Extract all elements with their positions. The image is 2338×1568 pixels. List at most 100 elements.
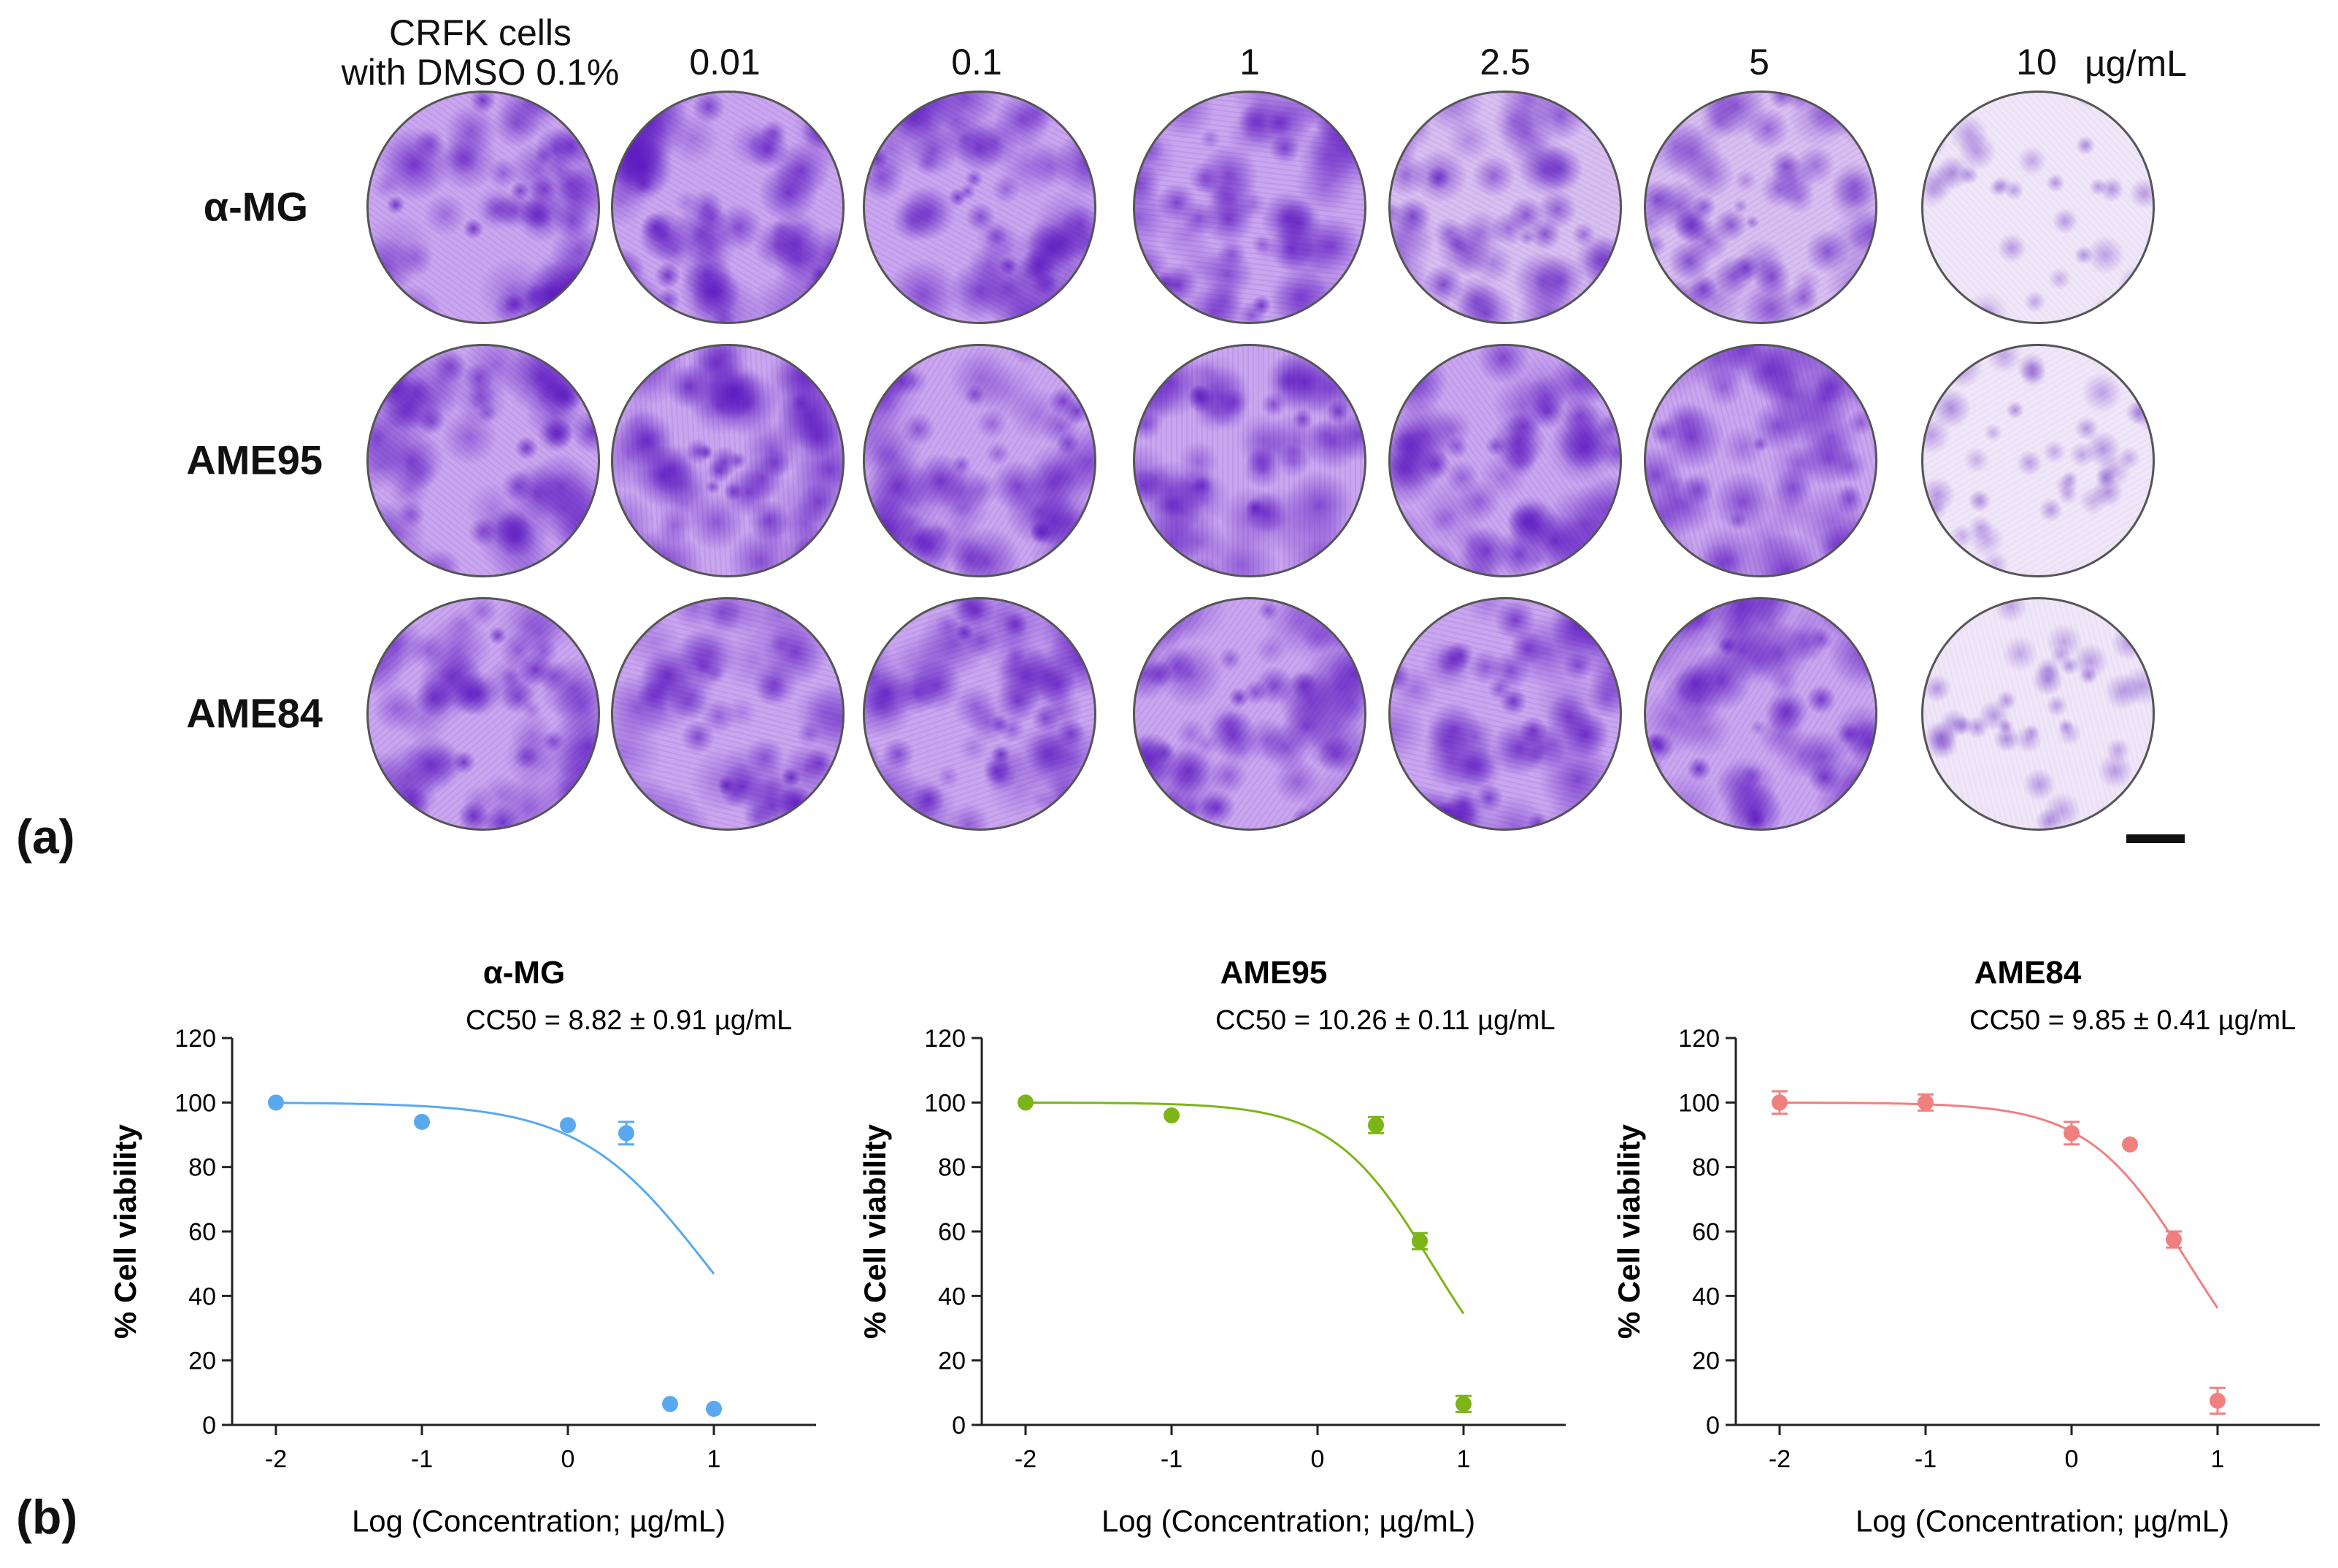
chart2-point-1	[1918, 1094, 1934, 1111]
chart1-xtick-label-1: 1	[1457, 1445, 1471, 1473]
chart1-xtick-label-0: 0	[1311, 1445, 1325, 1473]
chart1-point-0	[1018, 1094, 1034, 1111]
chart1-ytick-label-0: 0	[952, 1412, 966, 1440]
chart0-point-5	[706, 1400, 722, 1417]
well-2-0	[366, 597, 600, 831]
well-0-5	[1644, 91, 1877, 324]
chart0-ylabel: % Cell viability	[108, 1123, 142, 1339]
chart1-point-3	[1412, 1233, 1428, 1250]
well-1-4	[1388, 344, 1622, 577]
chart0-ytick-label-120: 120	[174, 1025, 216, 1053]
chart1-fit-curve	[1026, 1102, 1465, 1315]
chart0-xtick-label-1: 1	[707, 1445, 721, 1473]
column-header-10: 10	[2016, 42, 2057, 82]
concentration-unit: µg/mL	[2085, 43, 2187, 84]
chart0-subtitle: CC50 = 8.82 ± 0.91 µg/mL	[466, 1005, 792, 1036]
chart1-ytick-label-100: 100	[924, 1089, 966, 1117]
chart1-point-1	[1164, 1107, 1180, 1123]
chart2-ytick-label-40: 40	[1692, 1283, 1720, 1310]
column-header-1: 1	[1239, 42, 1260, 82]
column-header-control-line2: with DMSO 0.1%	[341, 52, 620, 93]
chart2-ytick-label-20: 20	[1692, 1348, 1720, 1375]
well-2-3	[1133, 597, 1366, 831]
chart0-xlabel: Log (Concentration; µg/mL)	[352, 1504, 726, 1538]
chart0-point-4	[662, 1396, 678, 1413]
well-0-4	[1388, 91, 1622, 324]
chart1-subtitle: CC50 = 10.26 ± 0.11 µg/mL	[1215, 1005, 1556, 1036]
chart1-point-2	[1368, 1117, 1384, 1134]
chart1-ytick-label-60: 60	[938, 1218, 966, 1246]
chart1-xtick-label--1: -1	[1161, 1445, 1183, 1473]
column-header-0.01: 0.01	[689, 42, 761, 82]
column-header-2.5: 2.5	[1480, 42, 1531, 82]
well-0-3	[1133, 91, 1366, 324]
well-0-6	[1921, 91, 2155, 324]
chart2-ytick-label-60: 60	[1692, 1218, 1720, 1246]
chart0-xtick-label--1: -1	[411, 1445, 433, 1473]
chart0-ytick-label-60: 60	[188, 1218, 216, 1246]
chart1-ytick-label-40: 40	[938, 1283, 966, 1310]
chart2-ytick-label-100: 100	[1678, 1089, 1720, 1117]
chart0-point-1	[414, 1113, 430, 1130]
well-2-5	[1644, 597, 1877, 831]
chart0-title: α-MG	[483, 955, 566, 991]
row-label-ame95: AME95	[186, 437, 323, 483]
chart0-xtick-label-0: 0	[561, 1445, 575, 1473]
well-0-1	[611, 91, 845, 324]
chart2-ytick-label-120: 120	[1678, 1025, 1720, 1053]
well-1-2	[863, 344, 1096, 577]
panel-b-label: (b)	[16, 1490, 78, 1544]
chart1-xtick-label--2: -2	[1015, 1445, 1037, 1473]
chart2-point-5	[2210, 1392, 2226, 1409]
column-header-0.1: 0.1	[951, 42, 1002, 82]
well-0-0	[366, 91, 600, 324]
chart0-ytick-label-80: 80	[188, 1154, 216, 1182]
chart0-xtick-label--2: -2	[265, 1445, 287, 1473]
row-label-ame84: AME84	[186, 690, 323, 737]
chart2-point-2	[2064, 1125, 2080, 1142]
well-2-2	[863, 597, 1096, 831]
chart2-ytick-label-80: 80	[1692, 1154, 1720, 1182]
chart1-xlabel: Log (Concentration; µg/mL)	[1101, 1504, 1475, 1538]
chart2-fit-curve	[1780, 1102, 2219, 1309]
chart0-point-0	[268, 1094, 284, 1111]
well-1-1	[611, 344, 845, 577]
chart0-point-2	[560, 1117, 576, 1134]
chart0-ytick-label-100: 100	[174, 1089, 216, 1117]
chart2-xtick-label-1: 1	[2211, 1445, 2225, 1473]
chart2-point-3	[2122, 1136, 2138, 1153]
well-1-3	[1133, 344, 1366, 577]
column-header-control: CRFK cells with DMSO 0.1%	[342, 13, 620, 92]
well-2-1	[611, 597, 845, 831]
chart0-ytick-label-20: 20	[188, 1348, 216, 1375]
chart2-point-4	[2166, 1231, 2182, 1248]
chart0-ytick-label-0: 0	[202, 1412, 216, 1440]
well-0-2	[863, 91, 1096, 324]
row-label-amg: α-MG	[203, 183, 308, 230]
chart2-ylabel: % Cell viability	[1612, 1123, 1646, 1339]
chart2-xlabel: Log (Concentration; µg/mL)	[1856, 1504, 2229, 1538]
chart0-point-3	[618, 1125, 634, 1142]
chart2-point-0	[1772, 1094, 1788, 1111]
chart0-ytick-label-40: 40	[188, 1283, 216, 1310]
chart1-ylabel: % Cell viability	[858, 1123, 892, 1339]
chart1-ytick-label-120: 120	[924, 1025, 966, 1053]
well-1-0	[366, 344, 600, 577]
well-2-6	[1921, 597, 2155, 831]
chart1-title: AME95	[1220, 955, 1328, 991]
chart2-title: AME84	[1974, 955, 2082, 991]
well-2-4	[1388, 597, 1622, 831]
chart2-xtick-label--1: -1	[1915, 1445, 1937, 1473]
chart1-ytick-label-80: 80	[938, 1154, 966, 1182]
chart2-xtick-label-0: 0	[2065, 1445, 2079, 1473]
well-1-6	[1921, 344, 2155, 577]
chart2-subtitle: CC50 = 9.85 ± 0.41 µg/mL	[1969, 1005, 2296, 1036]
chart2-xtick-label--2: -2	[1769, 1445, 1791, 1473]
panel-a-label: (a)	[16, 810, 75, 864]
column-header-5: 5	[1749, 42, 1769, 82]
well-1-5	[1644, 344, 1877, 577]
chart1-point-4	[1456, 1396, 1472, 1413]
scale-bar	[2126, 834, 2185, 843]
column-header-control-line1: CRFK cells	[388, 12, 572, 53]
